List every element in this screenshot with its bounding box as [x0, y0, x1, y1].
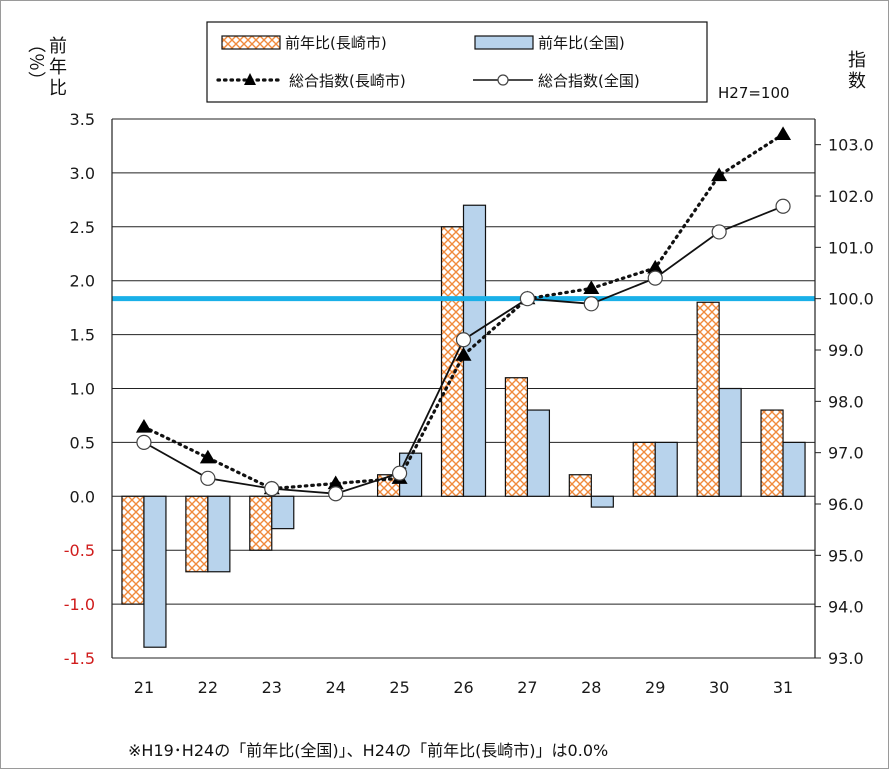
point-national-21	[136, 434, 152, 450]
lines	[135, 126, 792, 502]
x-tick-label: 21	[134, 678, 154, 697]
x-tick-label: 27	[517, 678, 537, 697]
legend-swatch-national-bar	[474, 35, 534, 50]
point-nagasaki-24	[327, 475, 344, 490]
right-tick-label: 99.0	[828, 341, 864, 360]
bar-national-26	[462, 204, 487, 497]
bar-national-23	[271, 495, 295, 530]
left-axis-ticks: 3.5 3.0 2.5 2.0 1.5 1.0 0.5 0.0 -0.5 -1.0 -1.5	[64, 110, 95, 668]
bar-nagasaki-22	[185, 495, 209, 573]
axes	[111, 119, 816, 658]
bar-national-31	[782, 441, 806, 497]
left-tick-label: 1.5	[70, 326, 95, 345]
right-tick-label: 100.0	[828, 290, 874, 309]
point-nagasaki-30	[711, 167, 728, 182]
bar-nagasaki-28	[568, 474, 592, 497]
left-tick-label: 0.5	[70, 433, 95, 452]
footnote: ※H19･H24の「前年比(全国)」、H24の「前年比(長崎市)」は0.0%	[128, 741, 608, 760]
x-tick-label: 24	[326, 678, 346, 697]
point-nagasaki-29	[647, 259, 664, 274]
legend-box	[206, 21, 708, 103]
left-axis-label: （％） 前年比	[25, 35, 67, 99]
legend-label-nagasaki-line: 総合指数(長崎市)	[289, 72, 406, 90]
bar-nagasaki-31	[760, 409, 784, 497]
x-tick-label: 29	[645, 678, 665, 697]
left-axis-label-unit: （％）	[25, 35, 46, 89]
right-tick-label: 97.0	[828, 444, 864, 463]
x-tick-label: 25	[389, 678, 409, 697]
left-axis-label-text: 前年比	[49, 36, 67, 99]
bar-nagasaki-30	[696, 301, 720, 497]
x-tick-label: 23	[262, 678, 282, 697]
point-national-22	[200, 470, 216, 486]
right-tick-label: 102.0	[828, 187, 874, 206]
left-tick-label: -1.5	[64, 649, 95, 668]
bar-nagasaki-29	[632, 441, 656, 497]
left-tick-label: -1.0	[64, 595, 95, 614]
bar-national-30	[718, 387, 742, 497]
point-nagasaki-28	[583, 280, 600, 294]
right-tick-label: 103.0	[828, 136, 874, 155]
point-nagasaki-31	[775, 126, 792, 140]
right-axis-label-text: 指数	[848, 50, 866, 92]
base-label: H27=100	[718, 84, 790, 102]
right-tick-label: 98.0	[828, 392, 864, 411]
bar-national-29	[654, 441, 678, 497]
point-national-28	[583, 296, 599, 312]
left-tick-label: -0.5	[64, 541, 95, 560]
x-tick-label: 31	[773, 678, 793, 697]
right-tick-label: 95.0	[828, 546, 864, 565]
left-tick-label: 2.5	[70, 218, 95, 237]
bar-nagasaki-21	[121, 495, 145, 605]
left-tick-label: 3.0	[70, 164, 95, 183]
point-national-24	[328, 486, 344, 502]
point-nagasaki-21	[135, 419, 152, 433]
right-tick-label: 96.0	[828, 495, 864, 514]
point-national-31	[775, 198, 791, 214]
legend-circle-icon	[497, 74, 509, 86]
point-national-26	[455, 332, 472, 348]
x-tick-label: 28	[581, 678, 601, 697]
bar-national-27	[526, 409, 551, 497]
bar-national-21	[143, 495, 167, 648]
left-tick-label: 0.0	[70, 487, 95, 506]
bar-national-22	[207, 495, 231, 573]
left-tick-label: 3.5	[70, 110, 95, 129]
x-tick-label: 22	[198, 678, 218, 697]
bar-national-28	[590, 495, 614, 508]
point-national-27	[519, 291, 536, 307]
point-national-29	[647, 270, 663, 286]
left-tick-label: 2.0	[70, 272, 95, 291]
point-national-23	[264, 481, 280, 497]
bars	[121, 204, 806, 648]
legend: 前年比(長崎市) 前年比(全国) 総合指数(長崎市) 総合指数(全国)	[206, 21, 708, 103]
legend-label-national-line: 総合指数(全国)	[538, 72, 640, 90]
legend-label-nagasaki-bar: 前年比(長崎市)	[285, 34, 387, 52]
right-tick-label: 101.0	[828, 238, 874, 257]
x-tick-label: 30	[709, 678, 729, 697]
point-national-25	[391, 465, 408, 481]
right-axis-ticks: 103.0 102.0 101.0 100.0 99.0 98.0 97.0 96.0 95.0…	[815, 136, 874, 668]
point-nagasaki-26	[455, 347, 472, 361]
x-axis-ticks: 21 22 23 24 25 26 27 28 29 30 31	[134, 678, 793, 697]
right-axis-label: 指数	[848, 50, 866, 92]
bar-nagasaki-27	[504, 377, 529, 497]
left-tick-label: 1.0	[70, 380, 95, 399]
bar-nagasaki-23	[249, 495, 273, 551]
legend-swatch-nagasaki-bar	[221, 35, 281, 50]
point-national-30	[711, 224, 727, 240]
right-tick-label: 94.0	[828, 598, 864, 617]
x-tick-label: 26	[453, 678, 473, 697]
right-tick-label: 93.0	[828, 649, 864, 668]
point-nagasaki-22	[199, 449, 216, 464]
legend-label-national-bar: 前年比(全国)	[538, 34, 625, 52]
legend-triangle-icon	[244, 73, 256, 85]
